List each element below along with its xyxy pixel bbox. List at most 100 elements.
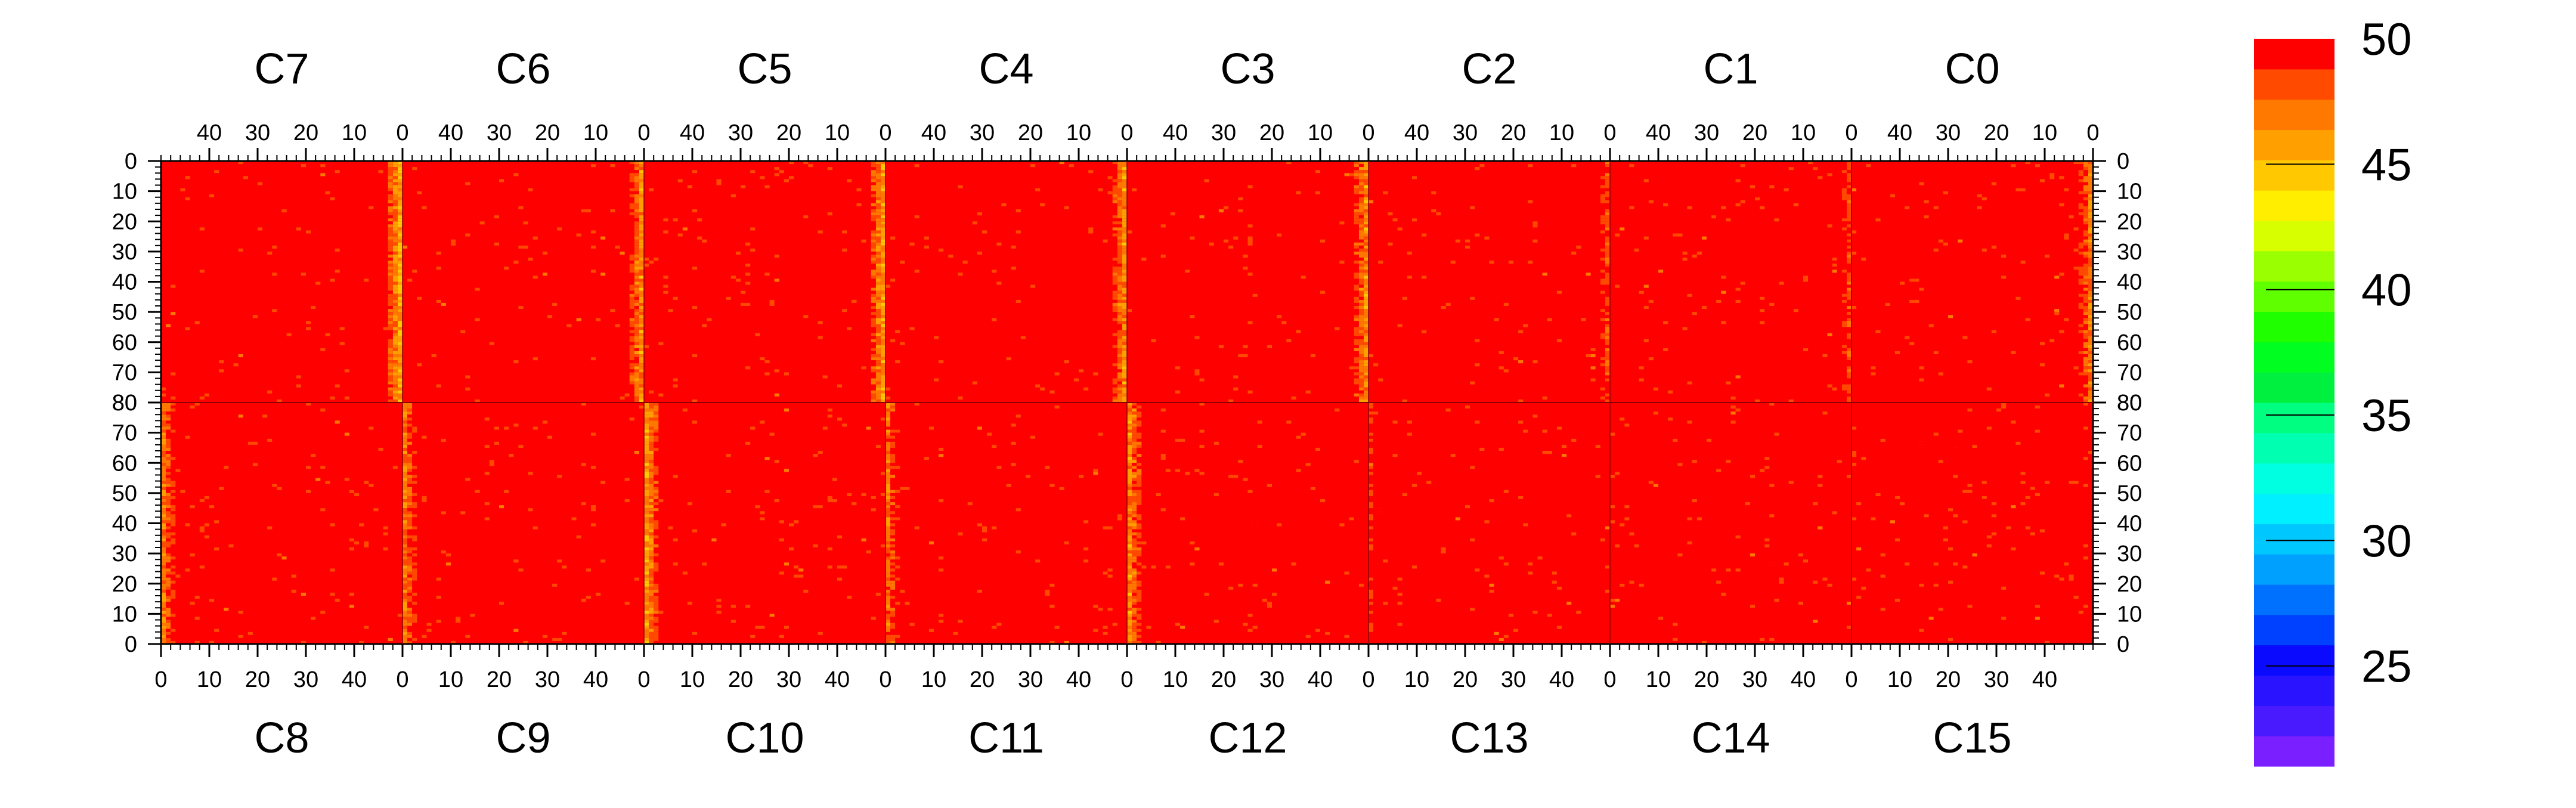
heatmap-cell: [1204, 372, 1209, 376]
heatmap-hot-cell: [629, 230, 634, 234]
heatmap-hot-cell: [1117, 381, 1122, 385]
heatmap-hot-cell: [2083, 302, 2088, 306]
heatmap-hot-cell: [397, 315, 402, 318]
heatmap-hot-cell: [2088, 390, 2093, 394]
heatmap-cell: [2073, 248, 2079, 252]
heatmap-hot-cell: [1605, 173, 1610, 177]
heatmap-cell: [301, 640, 306, 644]
heatmap-cell: [697, 218, 702, 222]
heatmap-hot-cell: [1600, 179, 1605, 182]
heatmap-hot-cell: [1112, 345, 1117, 348]
heatmap-hot-cell: [407, 637, 413, 641]
heatmap-hot-cell: [412, 556, 417, 560]
heatmap-hot-cell: [629, 188, 634, 191]
heatmap-hot-cell: [1354, 390, 1359, 394]
heatmap-cell: [2073, 227, 2079, 231]
heatmap-hot-cell: [1605, 378, 1610, 382]
heatmap-hot-cell: [1122, 245, 1127, 249]
heatmap-cell: [1668, 417, 1673, 421]
heatmap-hot-cell: [397, 212, 402, 216]
heatmap-hot-cell: [1595, 318, 1600, 321]
heatmap-hot-cell: [629, 185, 634, 188]
heatmap-cell: [866, 173, 871, 177]
heatmap-cell: [692, 631, 698, 635]
heatmap-hot-cell: [392, 399, 398, 403]
heatmap-hot-cell: [1358, 290, 1364, 294]
heatmap-hot-cell: [412, 514, 417, 518]
heatmap-cell: [1388, 399, 1393, 403]
heatmap-cell: [1948, 580, 1953, 584]
heatmap-hot-cell: [871, 378, 876, 382]
heatmap-hot-cell: [388, 336, 393, 339]
heatmap-cell: [190, 620, 195, 623]
heatmap-cell: [1397, 324, 1402, 327]
heatmap-hot-cell: [407, 405, 413, 409]
heatmap-cell: [451, 640, 456, 644]
heatmap-hot-cell: [1112, 375, 1117, 379]
heatmap-hot-cell: [1117, 224, 1122, 228]
heatmap-hot-cell: [1846, 381, 1852, 385]
heatmap-hot-cell: [397, 227, 402, 231]
heatmap-cell: [1165, 611, 1171, 614]
heatmap-cell: [1015, 342, 1021, 345]
heatmap-cell: [581, 403, 586, 406]
heatmap-cell: [1470, 296, 1475, 300]
heatmap-hot-cell: [1600, 324, 1605, 327]
heatmap-cell: [407, 336, 413, 339]
heatmap-hot-cell: [166, 441, 171, 445]
heatmap-cell: [190, 405, 195, 409]
heatmap-hot-cell: [2083, 261, 2088, 264]
heatmap-cell: [1315, 629, 1320, 632]
heatmap-hot-cell: [1122, 230, 1127, 234]
heatmap-hot-cell: [629, 384, 634, 388]
heatmap-cell: [1610, 599, 1615, 602]
heatmap-cell: [417, 363, 422, 367]
heatmap-cell: [1103, 348, 1108, 351]
heatmap-hot-cell: [1358, 221, 1364, 225]
heatmap-hot-cell: [1363, 215, 1368, 219]
heatmap-hot-cell: [1841, 254, 1847, 258]
heatmap-hot-cell: [1354, 278, 1359, 282]
heatmap-hot-cell: [407, 411, 413, 415]
heatmap-cell: [479, 278, 485, 282]
heatmap-hot-cell: [412, 502, 417, 506]
heatmap-cell: [1537, 556, 1543, 560]
heatmap-hot-cell: [397, 396, 402, 400]
heatmap-hot-cell: [1837, 270, 1842, 273]
heatmap-hot-cell: [397, 381, 402, 385]
heatmap-hot-cell: [1117, 209, 1122, 213]
heatmap-cell: [972, 273, 977, 276]
heatmap-cell: [745, 611, 751, 614]
heatmap-hot-cell: [880, 161, 886, 165]
heatmap-cell: [166, 324, 171, 327]
heatmap-hot-cell: [1358, 273, 1364, 276]
heatmap-cell: [378, 290, 383, 294]
heatmap-hot-cell: [166, 626, 171, 629]
heatmap-cell: [813, 505, 818, 509]
heatmap-hot-cell: [161, 529, 166, 533]
heatmap-hot-cell: [1358, 390, 1364, 394]
heatmap-hot-cell: [171, 463, 176, 466]
heatmap-hot-cell: [1363, 396, 1368, 400]
heatmap-cell: [445, 553, 451, 557]
heatmap-hot-cell: [1841, 396, 1847, 400]
heatmap-hot-cell: [2088, 354, 2093, 358]
heatmap-hot-cell: [1122, 327, 1127, 330]
heatmap-cell: [1465, 176, 1470, 179]
heatmap-hot-cell: [634, 393, 639, 397]
heatmap-hot-cell: [629, 315, 634, 318]
heatmap-cell: [673, 608, 678, 611]
heatmap-cell: [1894, 315, 1900, 318]
heatmap-cell: [1006, 261, 1011, 264]
heatmap-hot-cell: [639, 236, 644, 240]
heatmap-cell: [1228, 245, 1234, 249]
heatmap-cell: [624, 194, 630, 197]
heatmap-hot-cell: [161, 634, 166, 638]
heatmap-cell: [1581, 318, 1586, 321]
heatmap-cell: [494, 242, 499, 246]
heatmap-hot-cell: [1363, 312, 1368, 315]
heatmap-hot-cell: [1358, 366, 1364, 370]
heatmap-cell: [886, 384, 891, 388]
heatmap-cell: [349, 538, 354, 541]
heatmap-cell: [615, 553, 620, 557]
